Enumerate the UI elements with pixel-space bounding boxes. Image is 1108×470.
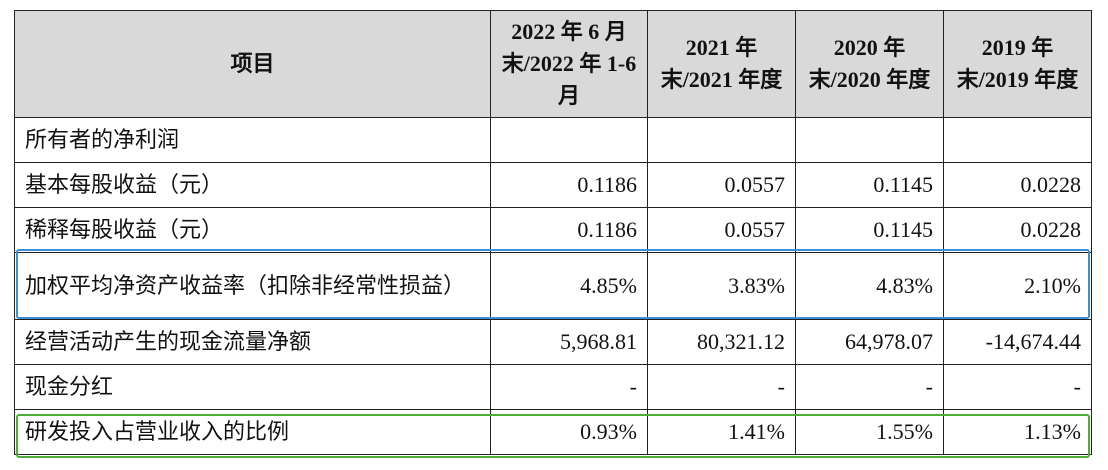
table-cell: 3.83% bbox=[647, 252, 796, 320]
table-cell: 1.41% bbox=[647, 409, 796, 455]
table-row: 现金分红 - - - - bbox=[14, 364, 1092, 410]
table-cell: 所有者的净利润 bbox=[14, 117, 491, 163]
table-cell: 0.93% bbox=[490, 409, 648, 455]
table-cell: 0.0557 bbox=[647, 162, 796, 208]
table-cell: 80,321.12 bbox=[647, 319, 796, 365]
table-cell: 稀释每股收益（元） bbox=[14, 207, 491, 253]
table-cell: 研发投入占营业收入的比例 bbox=[14, 409, 491, 455]
header-cell: 项目 bbox=[14, 10, 491, 118]
table-cell: 0.1145 bbox=[795, 162, 944, 208]
table-cell: 64,978.07 bbox=[795, 319, 944, 365]
table-cell: 0.1186 bbox=[490, 162, 648, 208]
data-table: 项目 2022 年 6 月末/2022 年 1-6 月 2021 年末/2021 年… bbox=[14, 10, 1092, 455]
table-row: 稀释每股收益（元） 0.1186 0.0557 0.1145 0.0228 bbox=[14, 207, 1092, 253]
table-row: 基本每股收益（元） 0.1186 0.0557 0.1145 0.0228 bbox=[14, 162, 1092, 208]
header-cell: 2022 年 6 月末/2022 年 1-6 月 bbox=[490, 10, 648, 118]
table-cell: - bbox=[490, 364, 648, 410]
table-cell: 2.10% bbox=[943, 252, 1092, 320]
header-cell: 2020 年末/2020 年度 bbox=[795, 10, 944, 118]
table-cell: 经营活动产生的现金流量净额 bbox=[14, 319, 491, 365]
table-cell: - bbox=[943, 364, 1092, 410]
header-row: 项目 2022 年 6 月末/2022 年 1-6 月 2021 年末/2021 年… bbox=[14, 10, 1092, 118]
table-row: 经营活动产生的现金流量净额 5,968.81 80,321.12 64,978.07-… bbox=[14, 319, 1092, 365]
table-cell: 0.1186 bbox=[490, 207, 648, 253]
table-cell: 1.55% bbox=[795, 409, 944, 455]
empty-cell bbox=[795, 117, 944, 163]
table-cell: 4.85% bbox=[490, 252, 648, 320]
table-cell: 0.1145 bbox=[795, 207, 944, 253]
table-cell: 0.0228 bbox=[943, 162, 1092, 208]
table-row: 研发投入占营业收入的比例 0.93% 1.41% 1.55% 1.13% bbox=[14, 409, 1092, 455]
table-cell: 1.13% bbox=[943, 409, 1092, 455]
table-cell: 0.0557 bbox=[647, 207, 796, 253]
table-cell: 5,968.81 bbox=[490, 319, 648, 365]
table-cell: 基本每股收益（元） bbox=[14, 162, 491, 208]
empty-cell bbox=[647, 117, 796, 163]
empty-cell bbox=[490, 117, 648, 163]
header-cell: 2019 年末/2019 年度 bbox=[943, 10, 1092, 118]
table-cell: -14,674.44 bbox=[943, 319, 1092, 365]
header-cell: 2021 年末/2021 年度 bbox=[647, 10, 796, 118]
table-body: 所有者的净利润 基本每股收益（元） 0.1186 0.0557 0.1145 0.0228… bbox=[14, 117, 1092, 455]
table-row: 加权平均净资产收益率（扣除非经常性损益） 4.85% 3.83% 4.83% 2.10% bbox=[14, 252, 1092, 320]
table-cell: 4.83% bbox=[795, 252, 944, 320]
empty-cell bbox=[943, 117, 1092, 163]
table-cell: 加权平均净资产收益率（扣除非经常性损益） bbox=[14, 252, 491, 320]
table-cell: 现金分红 bbox=[14, 364, 491, 410]
table-cell: - bbox=[647, 364, 796, 410]
table-cell: - bbox=[795, 364, 944, 410]
table-row: 所有者的净利润 bbox=[14, 117, 1092, 163]
table-cell: 0.0228 bbox=[943, 207, 1092, 253]
